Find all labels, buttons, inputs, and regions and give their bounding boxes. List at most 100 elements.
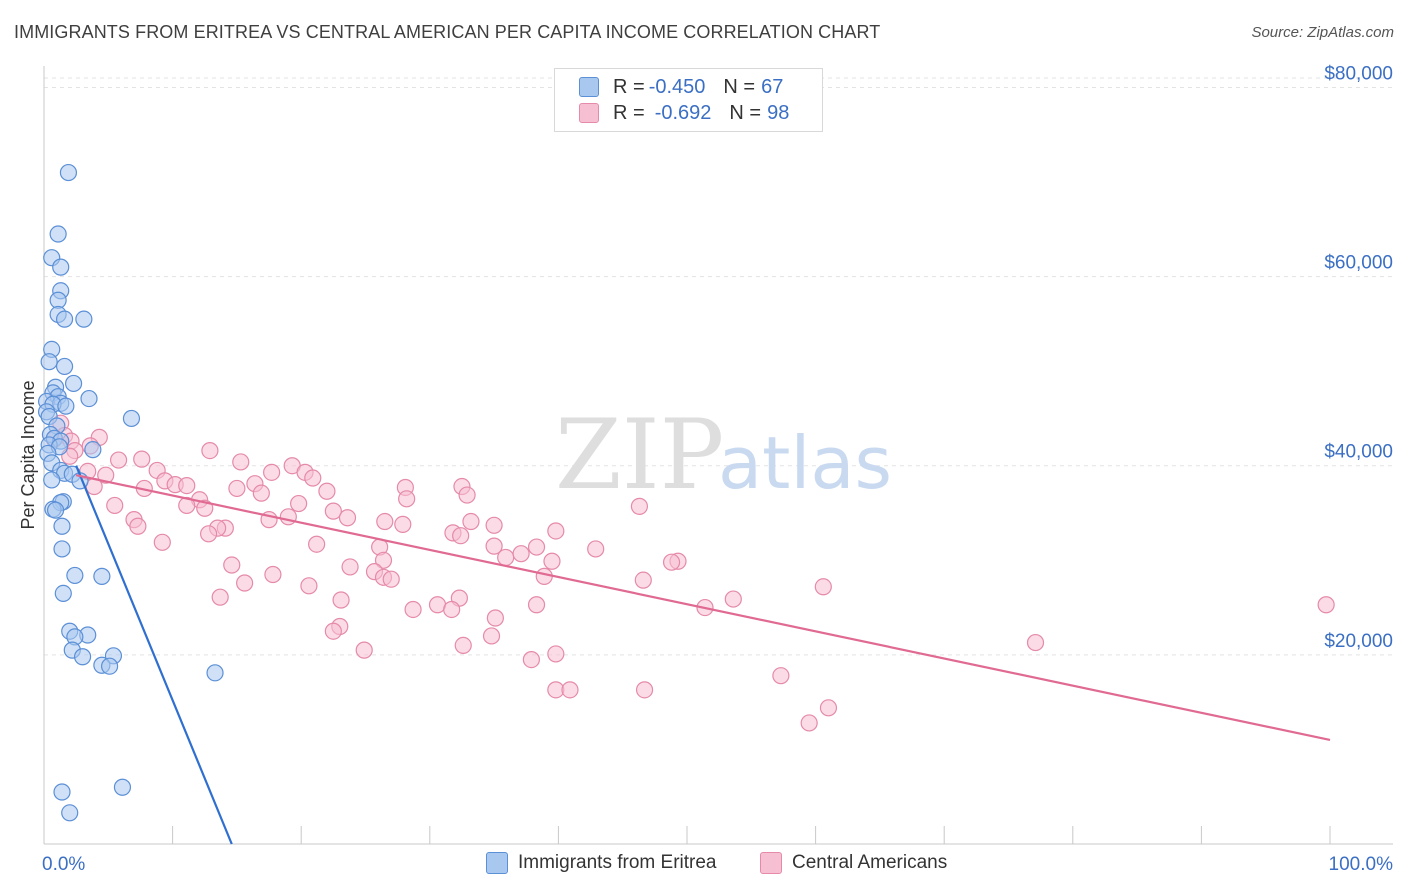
data-point bbox=[264, 565, 282, 584]
data-point bbox=[482, 627, 501, 645]
data-point bbox=[129, 517, 147, 535]
data-point bbox=[724, 590, 742, 608]
bottom-legend-swatch-blue bbox=[486, 852, 508, 874]
data-point bbox=[662, 553, 681, 571]
data-point bbox=[318, 482, 336, 500]
data-point bbox=[324, 622, 342, 640]
data-point bbox=[73, 648, 92, 666]
points-immigrants-from-eritrea bbox=[37, 163, 224, 822]
data-point bbox=[819, 699, 838, 717]
data-point bbox=[223, 556, 241, 574]
data-point bbox=[106, 496, 124, 515]
data-point bbox=[452, 527, 470, 545]
y-tick-label: $80,000 bbox=[1324, 63, 1393, 84]
data-point bbox=[279, 508, 297, 526]
data-point bbox=[80, 389, 98, 408]
data-point bbox=[43, 471, 61, 489]
y-axis-title: Per Capita Income bbox=[18, 380, 38, 529]
bottom-legend-central-americans: Central Americans bbox=[760, 852, 947, 874]
data-point bbox=[561, 681, 579, 699]
data-point bbox=[587, 540, 605, 558]
data-point bbox=[300, 577, 318, 595]
data-point bbox=[53, 540, 71, 558]
data-point bbox=[1317, 596, 1335, 614]
data-point bbox=[53, 517, 71, 535]
legend-n-label: N = bbox=[723, 75, 756, 98]
data-point bbox=[200, 525, 218, 543]
data-point bbox=[201, 441, 219, 460]
data-point bbox=[64, 374, 83, 393]
label-layer: $20,000 $40,000 $60,000 $80,000 0.0% 100.0% Pe… bbox=[18, 63, 1393, 875]
bottom-legend-label: Immigrants from Eritrea bbox=[518, 852, 717, 873]
data-point bbox=[332, 591, 350, 609]
trend-layer bbox=[75, 465, 1331, 845]
data-point bbox=[84, 441, 102, 459]
legend-n-value: 98 bbox=[767, 101, 790, 124]
data-point bbox=[630, 497, 649, 515]
legend-r-value: -0.450 bbox=[648, 75, 706, 98]
legend-swatch-blue bbox=[579, 77, 599, 97]
data-point bbox=[97, 466, 115, 484]
bottom-legend-swatch-pink bbox=[760, 852, 782, 874]
y-tick-label: $20,000 bbox=[1324, 631, 1393, 652]
data-point bbox=[133, 450, 151, 468]
legend-row-central-americans: R = -0.692 N = 98 bbox=[579, 101, 789, 125]
data-point bbox=[304, 469, 322, 487]
data-point bbox=[109, 451, 128, 469]
data-point bbox=[512, 545, 530, 563]
legend-n-value: 67 bbox=[761, 75, 784, 98]
data-point bbox=[443, 600, 461, 619]
data-point bbox=[634, 571, 652, 589]
trend-line bbox=[75, 465, 233, 845]
data-point bbox=[485, 537, 503, 555]
data-point bbox=[252, 484, 270, 502]
data-point bbox=[57, 397, 75, 415]
data-point bbox=[535, 567, 553, 585]
y-tick-label: $40,000 bbox=[1324, 442, 1393, 463]
data-point bbox=[61, 804, 79, 822]
data-point bbox=[122, 409, 141, 428]
bottom-legend-eritrea: Immigrants from Eritrea bbox=[486, 852, 716, 874]
data-point bbox=[206, 664, 224, 682]
data-point bbox=[338, 509, 357, 527]
data-point bbox=[263, 463, 281, 481]
data-point bbox=[527, 596, 546, 614]
data-point bbox=[178, 476, 196, 495]
data-point bbox=[40, 353, 58, 371]
data-point bbox=[522, 650, 540, 669]
data-point bbox=[1026, 633, 1045, 652]
data-point bbox=[232, 453, 250, 471]
data-point bbox=[374, 551, 393, 569]
trend-line bbox=[75, 474, 1331, 742]
bottom-legend-label: Central Americans bbox=[792, 852, 948, 873]
data-point bbox=[376, 512, 394, 531]
legend-r-label: R = bbox=[613, 75, 645, 98]
data-point bbox=[211, 588, 229, 606]
data-point bbox=[635, 681, 654, 699]
correlation-legend: R = -0.450 N = 67 R = -0.692 N = 98 bbox=[554, 68, 823, 132]
data-point bbox=[93, 567, 111, 585]
data-point bbox=[398, 490, 416, 508]
data-point bbox=[547, 645, 565, 663]
data-point bbox=[341, 558, 359, 576]
y-tick-label: $60,000 bbox=[1324, 253, 1393, 274]
data-point bbox=[100, 657, 119, 675]
data-point bbox=[75, 310, 93, 328]
chart-source: Source: ZipAtlas.com bbox=[1251, 24, 1394, 41]
data-point bbox=[66, 566, 84, 585]
data-point bbox=[454, 636, 472, 655]
data-point bbox=[228, 479, 246, 498]
x-tick-label-end: 100.0% bbox=[1329, 854, 1394, 875]
data-point bbox=[772, 667, 790, 685]
data-point bbox=[404, 600, 422, 619]
data-point bbox=[54, 584, 72, 602]
watermark-atlas: atlas bbox=[718, 421, 892, 505]
axis-layer bbox=[43, 66, 1393, 845]
data-point bbox=[462, 512, 480, 531]
x-tick-label-start: 0.0% bbox=[42, 854, 85, 875]
data-point bbox=[153, 533, 171, 551]
data-point bbox=[290, 494, 308, 513]
data-point bbox=[543, 552, 561, 570]
legend-n-label: N = bbox=[729, 101, 762, 124]
